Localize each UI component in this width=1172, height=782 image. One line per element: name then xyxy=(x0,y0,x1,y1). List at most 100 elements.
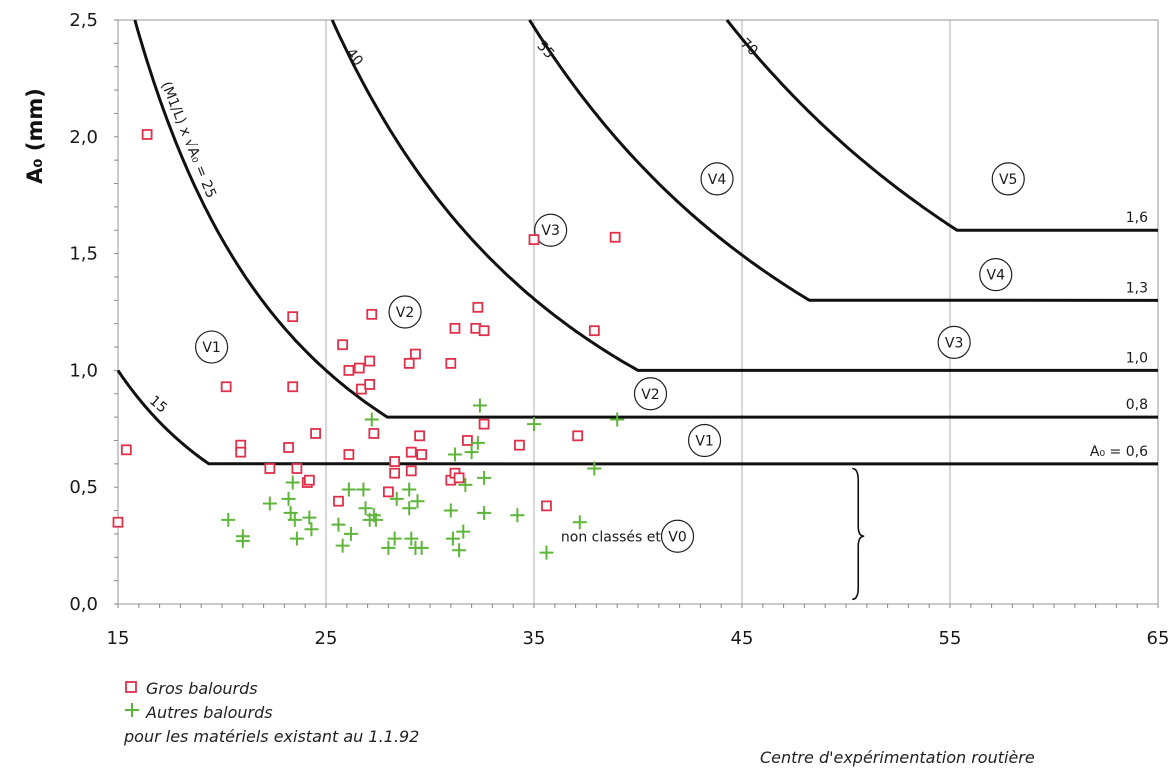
gros-balourd-point xyxy=(382,486,394,498)
autre-balourd-point xyxy=(358,501,373,516)
legend-note: pour les matériels existant au 1.1.92 xyxy=(124,726,420,746)
legend-item-autres-balourds: Autres balourds xyxy=(124,700,419,724)
class-label: V2 xyxy=(641,387,659,403)
class-circle xyxy=(388,295,422,329)
autre-balourd-point xyxy=(610,412,625,427)
y-tick-label: 0,5 xyxy=(69,477,98,498)
class-label: V1 xyxy=(202,340,220,356)
autre-balourd-point xyxy=(477,470,492,485)
square-marker-icon xyxy=(124,679,146,698)
plot-frame xyxy=(117,19,1159,605)
data-points xyxy=(112,129,625,560)
gros-balourd-point xyxy=(220,381,232,393)
autre-balourd-point xyxy=(335,538,350,553)
gros-balourd-point xyxy=(235,446,247,458)
boundary-curve-25 xyxy=(133,19,1159,419)
autre-balourd-point xyxy=(402,482,417,497)
legend-label: Gros balourds xyxy=(146,678,258,698)
autre-balourd-point xyxy=(343,526,358,541)
gros-balourd-point xyxy=(389,467,401,479)
gros-balourd-point xyxy=(572,430,584,442)
gros-balourd-point xyxy=(291,463,303,474)
brace xyxy=(852,467,865,601)
x-tick-label: 45 xyxy=(731,628,754,649)
gros-balourd-point xyxy=(389,456,401,467)
threshold-label: A₀ = 0,6 xyxy=(1090,444,1148,460)
gros-balourd-point xyxy=(445,357,457,369)
y-tick-label: 2,5 xyxy=(69,10,98,31)
gros-balourd-point xyxy=(368,428,380,439)
class-circle xyxy=(633,377,668,411)
autre-balourd-point xyxy=(472,398,487,413)
boundary-curve-55 xyxy=(528,19,1159,302)
gros-balourd-point xyxy=(472,301,484,313)
autre-balourd-point xyxy=(410,494,425,509)
y-tick-label: 1,0 xyxy=(69,360,98,381)
boundary-curve-40 xyxy=(330,19,1158,372)
autre-balourd-point xyxy=(414,540,429,555)
y-tick-label: 1,5 xyxy=(69,244,98,265)
autre-balourd-point xyxy=(289,531,304,546)
x-tick-label: 65 xyxy=(1147,628,1170,649)
autre-balourd-point xyxy=(331,517,346,532)
autre-balourd-point xyxy=(221,512,236,527)
autre-balourd-point xyxy=(464,445,479,460)
autre-balourd-point xyxy=(341,482,356,497)
autre-balourd-point xyxy=(302,510,317,525)
autre-balourd-point xyxy=(477,505,492,520)
gros-balourd-point xyxy=(453,472,465,484)
gros-balourd-point xyxy=(120,444,132,456)
source-note: Centre d'expérimentation routière xyxy=(760,748,1035,767)
boundary-curve-15 xyxy=(116,369,1159,466)
autre-balourd-point xyxy=(381,540,396,555)
gros-balourd-point xyxy=(353,362,365,374)
y-axis-title: A₀ (mm) xyxy=(23,88,47,184)
autre-balourd-point xyxy=(368,512,383,527)
gros-balourd-point xyxy=(410,348,421,360)
autre-balourd-point xyxy=(458,477,473,492)
x-tick-label: 35 xyxy=(523,628,546,649)
x-tick-label: 15 xyxy=(107,628,130,649)
autre-balourd-point xyxy=(443,503,458,518)
gros-balourd-point xyxy=(283,442,294,453)
gros-balourd-point xyxy=(364,379,376,390)
autre-balourd-point xyxy=(389,491,404,506)
boundary-curve-70 xyxy=(725,19,1159,232)
gros-balourd-point xyxy=(366,308,378,320)
gros-balourd-point xyxy=(141,129,153,140)
class-circle xyxy=(991,162,1025,196)
gros-balourd-point xyxy=(541,500,552,512)
gros-balourd-point xyxy=(478,418,490,430)
gros-balourd-point xyxy=(416,449,428,460)
autre-balourd-point xyxy=(285,475,300,490)
gros-balourd-point xyxy=(403,357,415,369)
curve-label: (M1/L) x √A₀ = 25 xyxy=(158,79,219,200)
legend-item-gros-balourds: Gros balourds xyxy=(124,676,419,700)
gros-balourd-point xyxy=(264,463,276,474)
class-label: V5 xyxy=(999,172,1017,188)
gros-balourd-point xyxy=(310,428,322,439)
autre-balourd-point xyxy=(287,512,302,527)
autre-balourd-point xyxy=(364,412,379,427)
threshold-label: 0,8 xyxy=(1126,397,1148,413)
gros-balourd-point xyxy=(333,495,344,507)
autre-balourd-point xyxy=(527,417,541,432)
class-circle xyxy=(700,162,734,196)
class-circle xyxy=(687,423,722,458)
autre-balourd-point xyxy=(281,491,296,506)
plus-marker-icon xyxy=(124,702,146,722)
y-tick-label: 0,0 xyxy=(69,594,98,615)
class-circle xyxy=(660,519,695,553)
class-circle xyxy=(195,330,229,364)
autre-balourd-point xyxy=(452,543,467,558)
gros-balourd-point xyxy=(405,465,417,477)
gros-balourd-point xyxy=(337,339,349,351)
gros-balourd-point xyxy=(303,474,315,486)
class-label: V0 xyxy=(668,529,686,545)
gros-balourd-point xyxy=(414,430,426,442)
class-label: V4 xyxy=(987,268,1006,284)
gros-balourd-point xyxy=(588,325,600,337)
grid-lines xyxy=(325,20,951,604)
autre-balourd-point xyxy=(283,505,298,520)
